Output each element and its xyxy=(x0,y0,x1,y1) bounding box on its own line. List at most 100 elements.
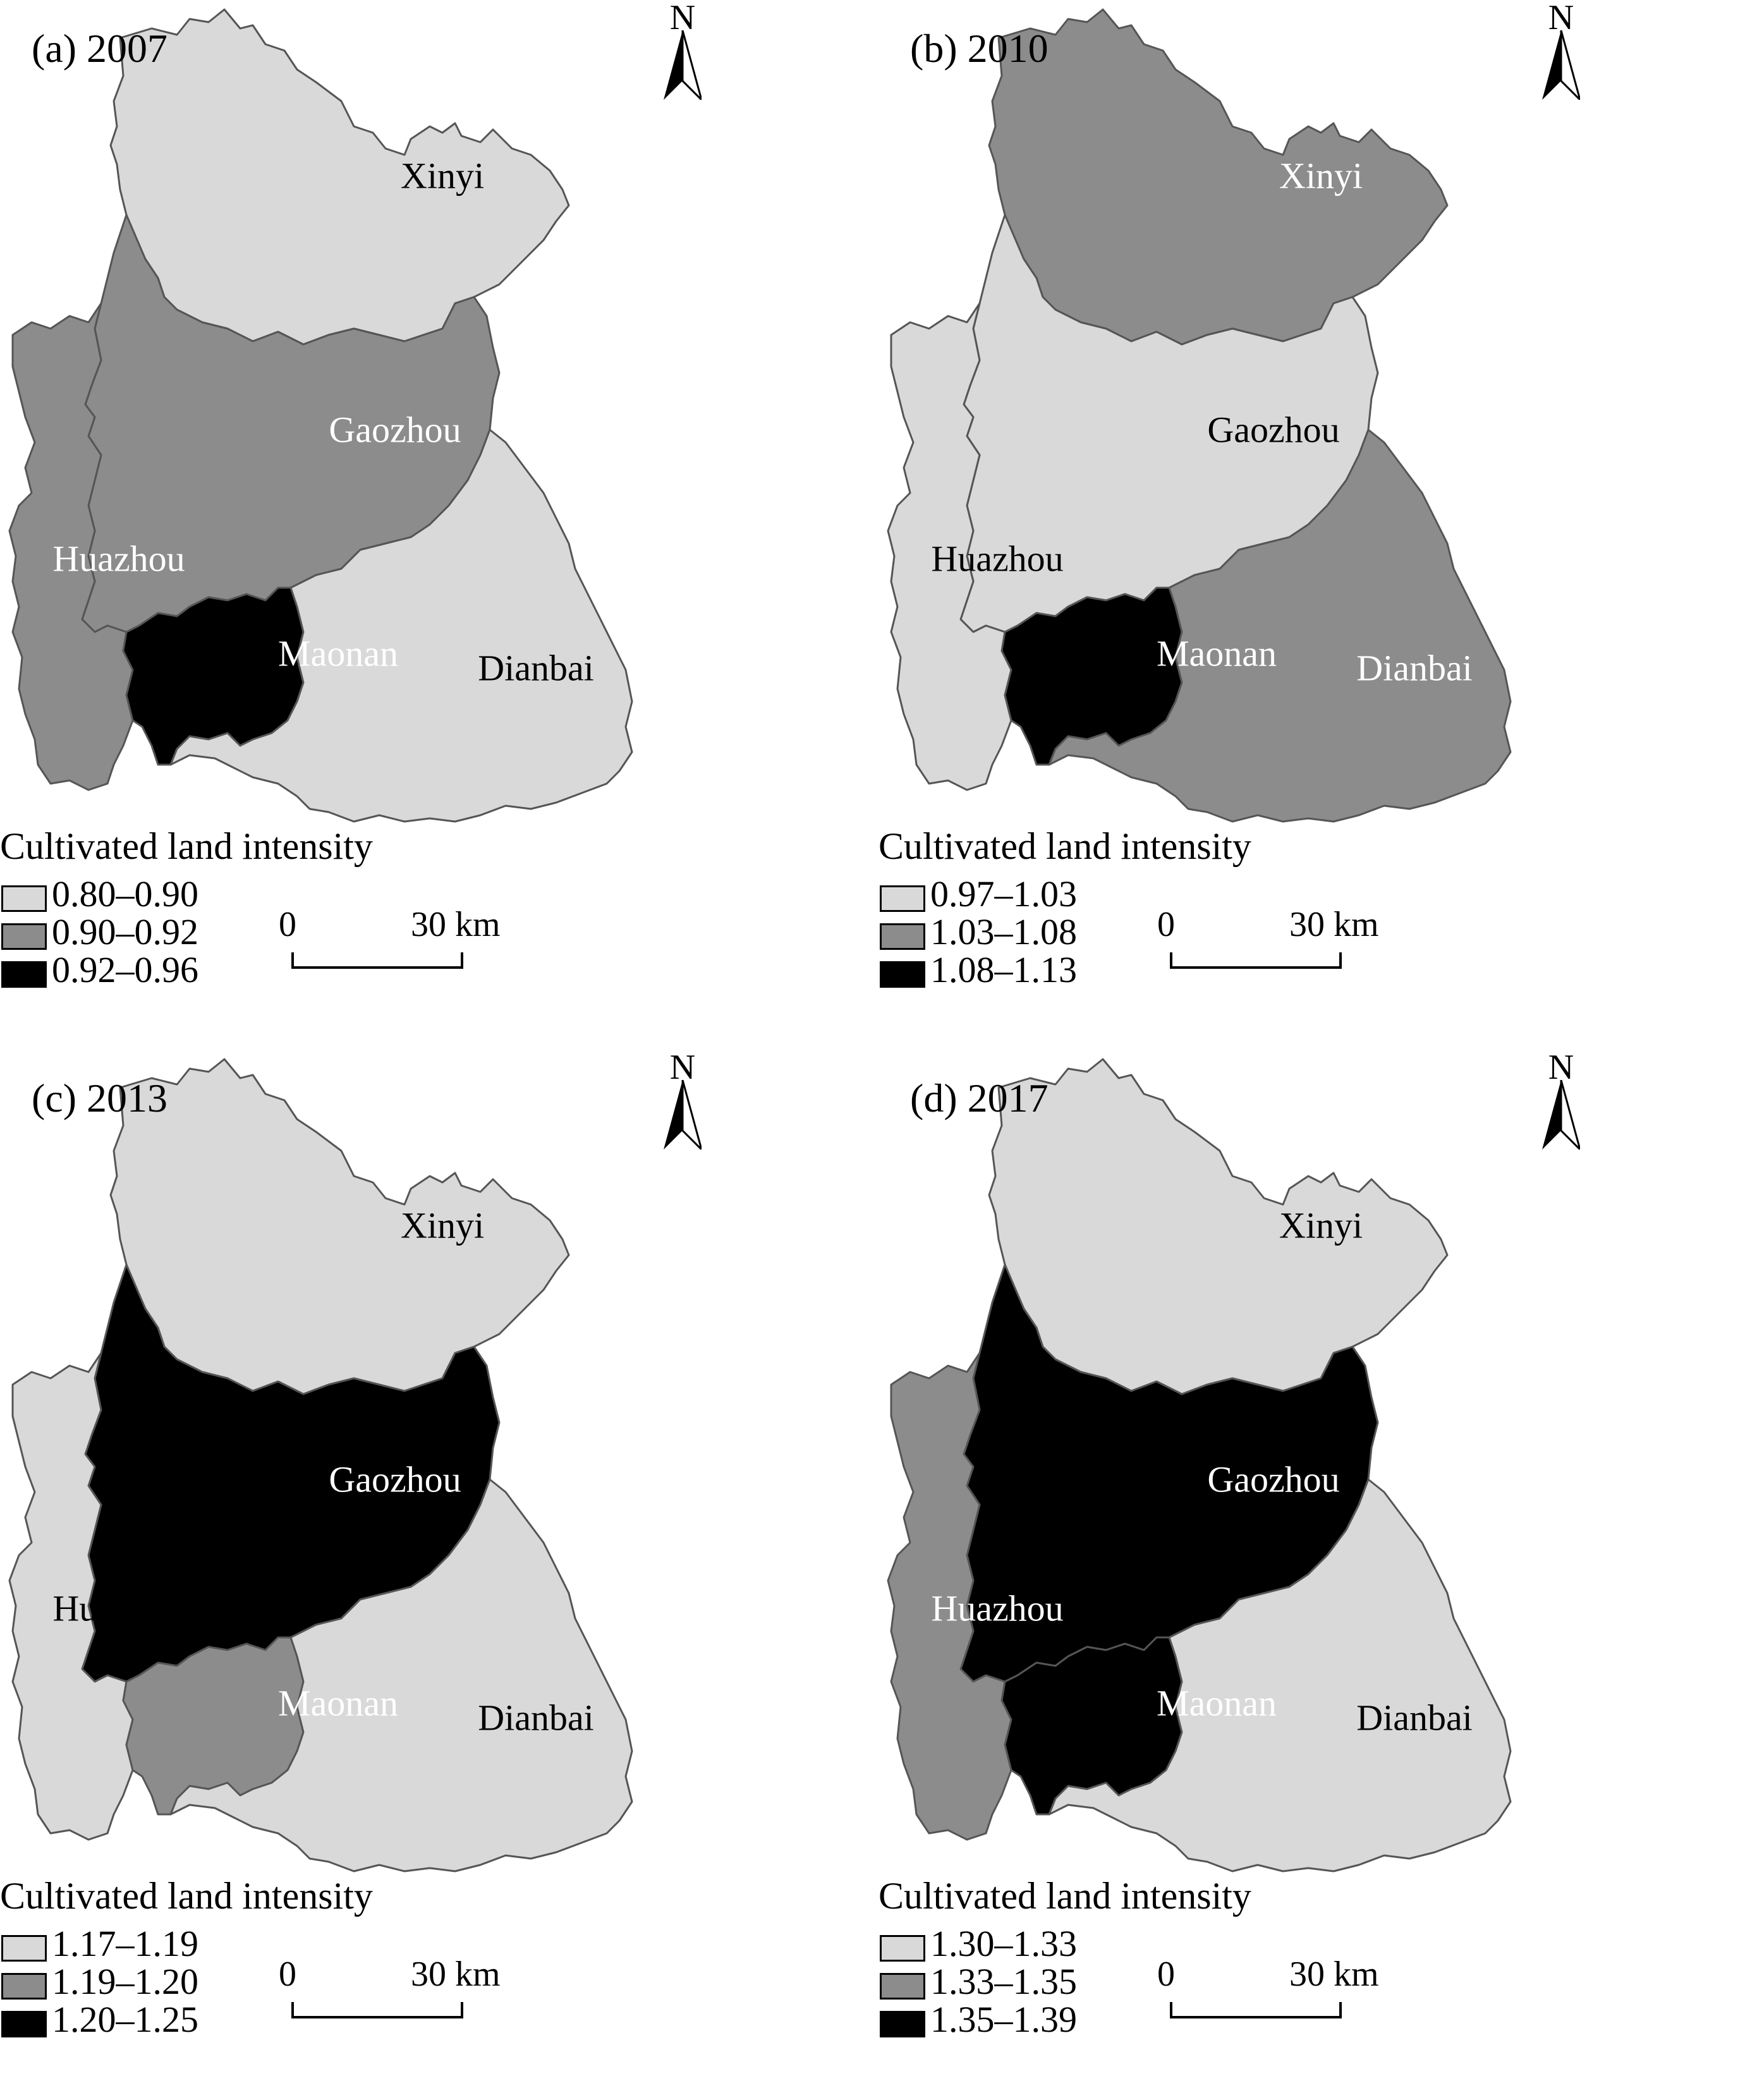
label-dianbai: Dianbai xyxy=(478,647,594,689)
legend-swatch xyxy=(880,1973,925,2000)
scale-bar: 0 30 km xyxy=(1157,1957,1379,2026)
legend-swatch xyxy=(880,2011,925,2037)
legend-swatch xyxy=(880,1935,925,1962)
north-arrow: N xyxy=(645,1050,720,1157)
north-arrow: N xyxy=(645,0,720,107)
north-label: N xyxy=(669,0,696,37)
legend-label: 1.20–1.25 xyxy=(52,1999,198,2040)
map-panel-4: (d) 2017 N Xinyi Gaozhou Huazhou Maonan … xyxy=(878,1050,1757,2099)
county-map xyxy=(887,1058,1512,1872)
north-label: N xyxy=(1548,1048,1574,1087)
scale-bar: 0 30 km xyxy=(279,907,501,976)
legend-swatch xyxy=(1,2011,47,2037)
county-dianbai xyxy=(1048,1478,1512,1872)
scale-zero-label: 0 xyxy=(1157,905,1175,944)
county-xinyi xyxy=(109,8,570,346)
label-xinyi: Xinyi xyxy=(400,1205,485,1246)
north-label: N xyxy=(669,1048,696,1087)
label-maonan: Maonan xyxy=(1156,1682,1277,1724)
legend-title: Cultivated land intensity xyxy=(0,825,373,867)
label-gaozhou: Gaozhou xyxy=(1207,409,1340,451)
label-dianbai: Dianbai xyxy=(1356,647,1473,689)
panel-title: (d) 2017 xyxy=(910,1076,1049,1120)
county-dianbai xyxy=(1048,428,1512,823)
map-panel-2: (b) 2010 N Xinyi Gaozhou Huazhou Maonan … xyxy=(878,0,1757,1050)
scale-zero-label: 0 xyxy=(279,1955,296,1994)
legend-swatch xyxy=(1,1973,47,2000)
scale-line xyxy=(291,2002,463,2018)
scale-bar: 0 30 km xyxy=(1157,907,1379,976)
north-arrow-icon xyxy=(1542,30,1580,100)
north-arrow: N xyxy=(1523,0,1599,107)
scale-zero-label: 0 xyxy=(1157,1955,1175,1994)
county-xinyi xyxy=(109,1058,570,1395)
county-xinyi xyxy=(988,8,1449,346)
scale-max-label: 30 km xyxy=(411,905,501,944)
legend-label: 1.33–1.35 xyxy=(930,1961,1077,2002)
legend-swatch xyxy=(880,885,925,912)
label-maonan: Maonan xyxy=(1156,633,1277,674)
legend-label: 0.90–0.92 xyxy=(52,911,198,952)
legend: Cultivated land intensity 1.17–1.19 1.19… xyxy=(0,1874,878,2089)
label-huazhou: Huazhou xyxy=(52,1587,185,1629)
legend-label: 1.35–1.39 xyxy=(930,1999,1077,2040)
north-label: N xyxy=(1548,0,1574,37)
scale-max-label: 30 km xyxy=(1289,905,1379,944)
label-huazhou: Huazhou xyxy=(931,1587,1064,1629)
legend-label: 1.08–1.13 xyxy=(930,949,1077,990)
legend-label: 0.97–1.03 xyxy=(930,873,1077,914)
scale-max-label: 30 km xyxy=(411,1955,501,1994)
scale-line xyxy=(1170,952,1342,969)
north-arrow-icon xyxy=(664,30,702,100)
label-xinyi: Xinyi xyxy=(1279,155,1363,197)
legend-title: Cultivated land intensity xyxy=(878,825,1251,867)
legend-title: Cultivated land intensity xyxy=(0,1875,373,1917)
label-xinyi: Xinyi xyxy=(400,155,485,197)
legend-swatch xyxy=(1,885,47,912)
scale-bar: 0 30 km xyxy=(279,1957,501,2026)
label-maonan: Maonan xyxy=(277,1682,399,1724)
county-map xyxy=(8,8,633,823)
scale-zero-label: 0 xyxy=(279,905,296,944)
county-dianbai xyxy=(169,428,633,823)
scale-line xyxy=(291,952,463,969)
legend: Cultivated land intensity 1.30–1.33 1.33… xyxy=(878,1874,1757,2089)
legend-title: Cultivated land intensity xyxy=(878,1875,1251,1917)
legend: Cultivated land intensity 0.80–0.90 0.90… xyxy=(0,825,878,1040)
legend: Cultivated land intensity 0.97–1.03 1.03… xyxy=(878,825,1757,1040)
legend-label: 1.17–1.19 xyxy=(52,1923,198,1964)
label-dianbai: Dianbai xyxy=(478,1697,594,1739)
label-gaozhou: Gaozhou xyxy=(1207,1459,1340,1500)
scale-max-label: 30 km xyxy=(1289,1955,1379,1994)
map-panel-1: (a) 2007 N Xinyi Gaozhou Huazhou Maonan … xyxy=(0,0,878,1050)
label-huazhou: Huazhou xyxy=(52,538,185,580)
county-map xyxy=(8,1058,633,1872)
legend-swatch xyxy=(880,923,925,950)
legend-swatch xyxy=(1,923,47,950)
label-xinyi: Xinyi xyxy=(1279,1205,1363,1246)
legend-label: 1.03–1.08 xyxy=(930,911,1077,952)
legend-label: 0.80–0.90 xyxy=(52,873,198,914)
panel-title: (c) 2013 xyxy=(32,1076,168,1120)
county-map xyxy=(887,8,1512,823)
county-xinyi xyxy=(988,1058,1449,1395)
label-huazhou: Huazhou xyxy=(931,538,1064,580)
legend-swatch xyxy=(880,961,925,988)
label-maonan: Maonan xyxy=(277,633,399,674)
legend-label: 1.19–1.20 xyxy=(52,1961,198,2002)
label-gaozhou: Gaozhou xyxy=(329,1459,461,1500)
legend-swatch xyxy=(1,1935,47,1962)
label-gaozhou: Gaozhou xyxy=(329,409,461,451)
county-dianbai xyxy=(169,1478,633,1872)
legend-label: 0.92–0.96 xyxy=(52,949,198,990)
north-arrow: N xyxy=(1523,1050,1599,1157)
scale-line xyxy=(1170,2002,1342,2018)
label-dianbai: Dianbai xyxy=(1356,1697,1473,1739)
north-arrow-icon xyxy=(1542,1080,1580,1150)
map-panel-3: (c) 2013 N Xinyi Gaozhou Huazhou Maonan … xyxy=(0,1050,878,2099)
legend-label: 1.30–1.33 xyxy=(930,1923,1077,1964)
legend-swatch xyxy=(1,961,47,988)
panel-title: (b) 2010 xyxy=(910,26,1049,71)
panel-title: (a) 2007 xyxy=(32,26,168,71)
